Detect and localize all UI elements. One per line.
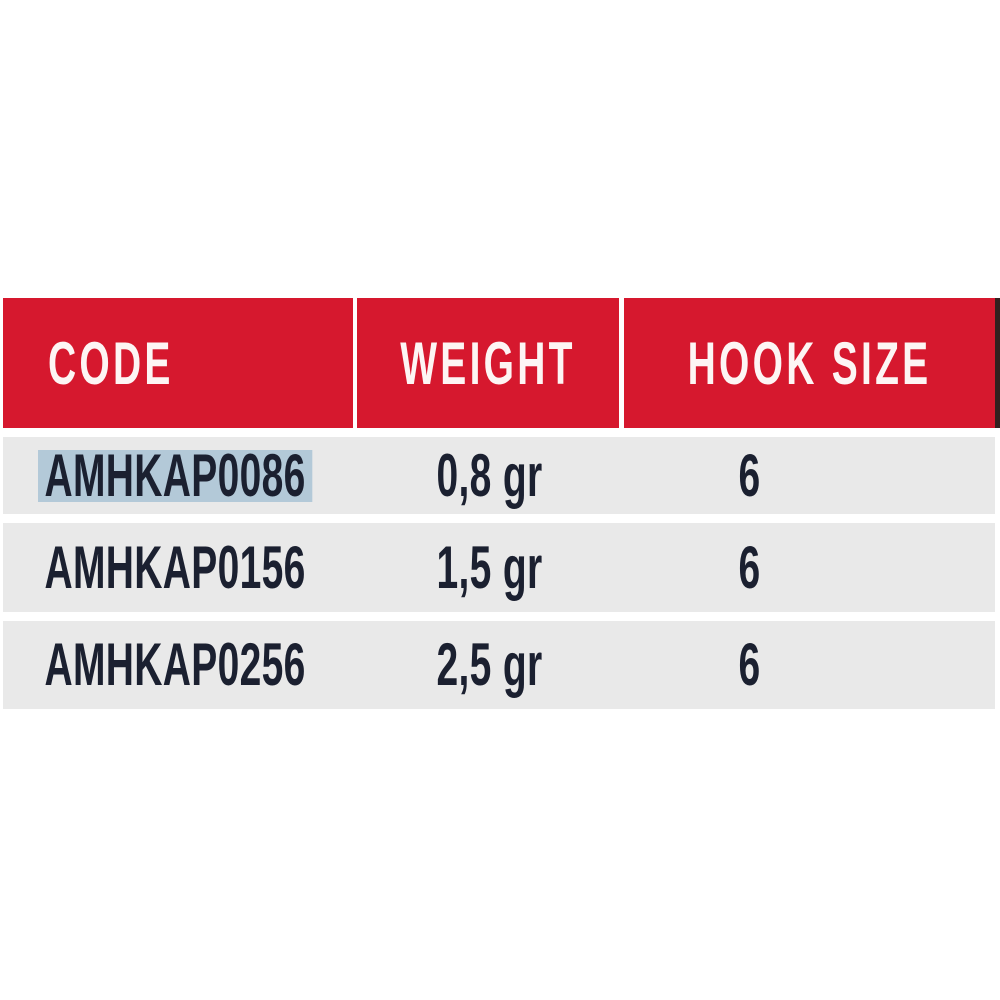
cell-hook-size: 6: [624, 437, 995, 514]
cell-hook-size: 6: [624, 621, 995, 709]
hook-size-value: 6: [738, 533, 761, 601]
header-cell-hook-size: HOOK SIZE: [624, 298, 995, 428]
cell-code: AMHKAP0256: [3, 621, 353, 709]
product-spec-table: CODE WEIGHT HOOK SIZE AMHKAP0086 0,8 gr …: [3, 298, 1000, 709]
code-text: AMHKAP0256: [44, 631, 306, 698]
selected-code-text[interactable]: AMHKAP0086: [38, 445, 313, 505]
header-cell-code: CODE: [3, 298, 353, 428]
weight-value: 2,5 gr: [436, 631, 543, 698]
hook-size-value: 6: [738, 441, 761, 509]
table-row: AMHKAP0156 1,5 gr 6: [3, 523, 995, 612]
header-right-edge-shadow: [995, 298, 1000, 428]
table-header-row: CODE WEIGHT HOOK SIZE: [3, 298, 995, 428]
header-label-hook-size: HOOK SIZE: [687, 329, 932, 397]
header-label-weight: WEIGHT: [400, 329, 576, 397]
cell-code: AMHKAP0156: [3, 523, 353, 612]
weight-value: 1,5 gr: [436, 533, 543, 601]
header-label-code: CODE: [48, 329, 174, 397]
header-cell-weight: WEIGHT: [357, 298, 619, 428]
cell-code: AMHKAP0086: [3, 437, 353, 514]
cell-hook-size: 6: [624, 523, 995, 612]
table-row: AMHKAP0256 2,5 gr 6: [3, 621, 995, 709]
cell-weight: 0,8 gr: [357, 437, 619, 514]
table-row: AMHKAP0086 0,8 gr 6: [3, 437, 995, 514]
cell-weight: 2,5 gr: [357, 621, 619, 709]
weight-value: 0,8 gr: [436, 441, 543, 509]
hook-size-value: 6: [738, 631, 761, 698]
cell-weight: 1,5 gr: [357, 523, 619, 612]
code-text: AMHKAP0156: [44, 533, 306, 601]
